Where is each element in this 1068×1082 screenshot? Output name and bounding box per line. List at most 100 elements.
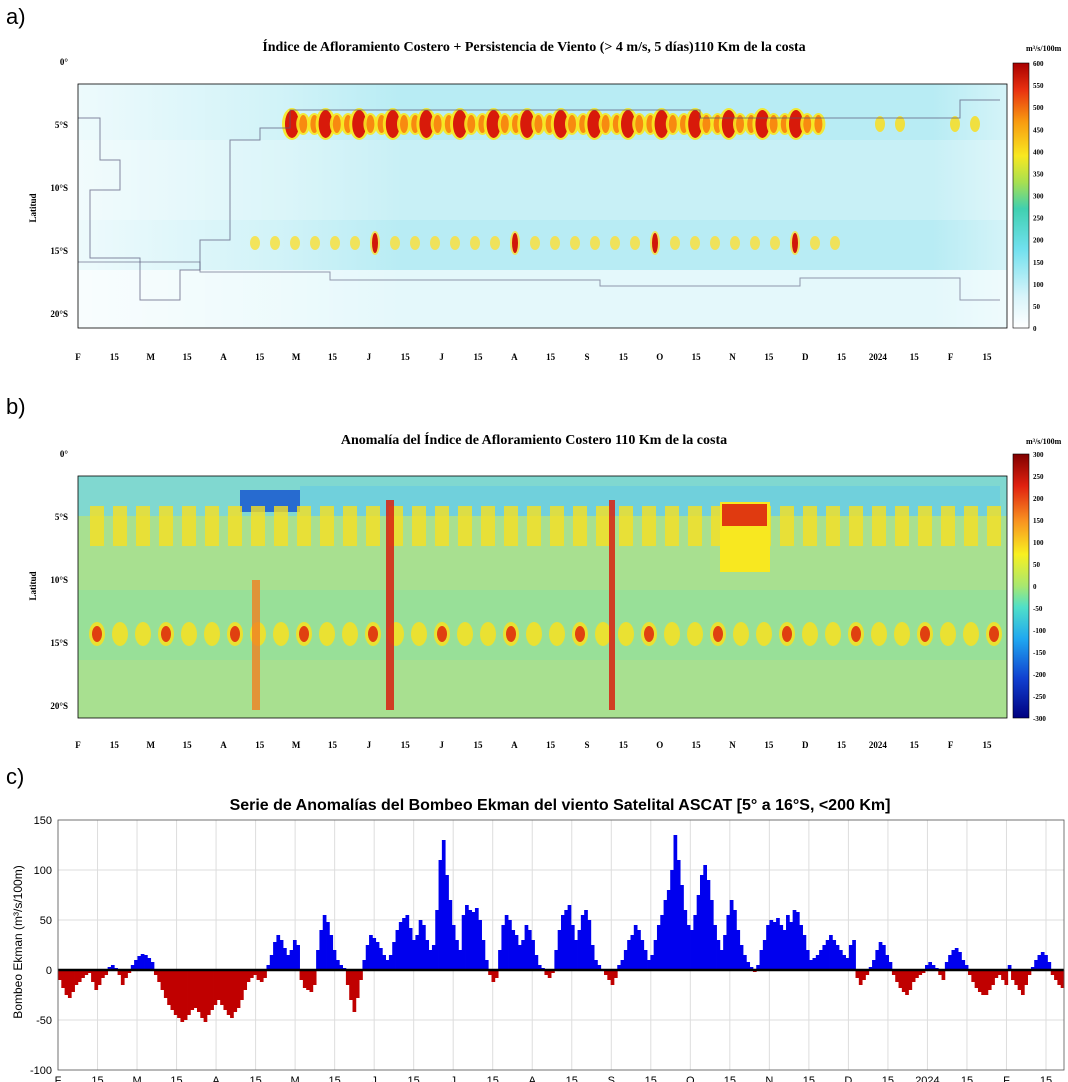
x-tick-label: M [291,1075,300,1082]
bar [365,945,370,970]
bar [504,915,509,970]
positive-anomaly [136,506,150,546]
bar [153,970,158,975]
core-inner [587,110,602,138]
bar [977,970,982,992]
bar [974,970,979,988]
positive-anomaly [90,506,104,546]
core-inner [285,110,299,138]
bar [799,925,803,970]
panel-c-letter: c) [6,764,25,789]
core-inner [601,115,610,133]
time-tick-label: 15 [401,740,411,750]
bar [567,905,572,970]
time-tick-label: J [367,740,372,750]
positive-anomaly [204,622,220,646]
bar [938,970,942,975]
bar [253,970,257,975]
bar [124,970,128,978]
positive-anomaly [987,506,1001,546]
positive-anomaly [457,622,473,646]
bar [213,970,218,1005]
core-outer [530,236,540,250]
bar [61,970,66,988]
panel-b-anomaly-patches [89,486,1002,710]
bar [107,967,112,970]
bar [885,955,890,970]
x-tick-label: D [844,1075,852,1082]
bar [832,940,837,970]
bar [670,870,674,970]
bar [699,875,704,970]
bar [441,840,446,970]
bar [329,935,334,970]
bar [948,955,952,970]
time-tick-label: M [292,352,301,362]
panel-b-ylabel: Latitud [28,571,38,600]
bar [544,970,549,975]
core-outer [350,236,360,250]
bar [524,925,529,970]
positive-anomaly [319,622,335,646]
bar [584,910,588,970]
x-tick-label: F [55,1075,62,1082]
bar [653,940,658,970]
colorbar-tick-label: 400 [1033,148,1044,156]
core-inner [467,115,476,133]
core-inner [419,110,434,138]
positive-anomaly [642,506,656,546]
core-outer [310,236,320,250]
bar [709,900,714,970]
bar [345,970,350,985]
time-tick-label: M [146,740,155,750]
bar [640,940,645,970]
time-tick-label: O [656,352,663,362]
time-tick-label: N [729,740,736,750]
bar [375,942,380,970]
bar [643,950,648,970]
time-tick-label: F [75,352,81,362]
bar [905,970,909,995]
core-inner [520,110,535,138]
time-tick-label: 2024 [869,352,888,362]
core-inner [453,110,467,138]
bar [561,915,565,970]
bar [259,970,264,982]
bar [984,970,989,995]
bar [620,960,625,970]
bar [769,920,774,970]
lat-tick-label: 20°S [50,309,68,319]
colorbar-tick-label: 350 [1033,170,1044,178]
panel-c-bar-chart: 150 100 50 0 -50 -100 F 15 M 15 A 15 M 15 J 15 J 15 A 15 S 1… [11,815,1065,1082]
core-inner [352,110,367,138]
time-tick-label: 15 [183,352,193,362]
panel-b-heatmap: 300 250 200 150 100 50 0 -50 -100 -150 -200 -250 -30… [28,449,1046,750]
positive-anomaly [550,506,564,546]
bar [580,915,585,970]
bar [1027,970,1032,975]
core-outer [450,236,460,250]
bar [991,970,995,985]
bar [872,960,876,970]
core-outer [570,236,580,250]
bar [425,940,430,970]
core-inner [400,115,408,133]
bar [746,962,751,970]
time-tick-label: 15 [764,352,774,362]
bar [332,950,337,970]
core-inner [372,233,378,253]
bar [961,960,966,970]
bar [557,930,562,970]
bar [680,885,684,970]
lat-tick-label: 0° [60,57,69,67]
colorbar-tick-label: 100 [1033,539,1044,547]
bar [944,962,949,970]
bar [180,970,185,1022]
bar [749,967,754,970]
bar [203,970,208,1022]
bar [67,970,72,998]
bar [537,965,542,970]
time-tick-label: 15 [110,352,120,362]
time-tick-label: M [292,740,301,750]
